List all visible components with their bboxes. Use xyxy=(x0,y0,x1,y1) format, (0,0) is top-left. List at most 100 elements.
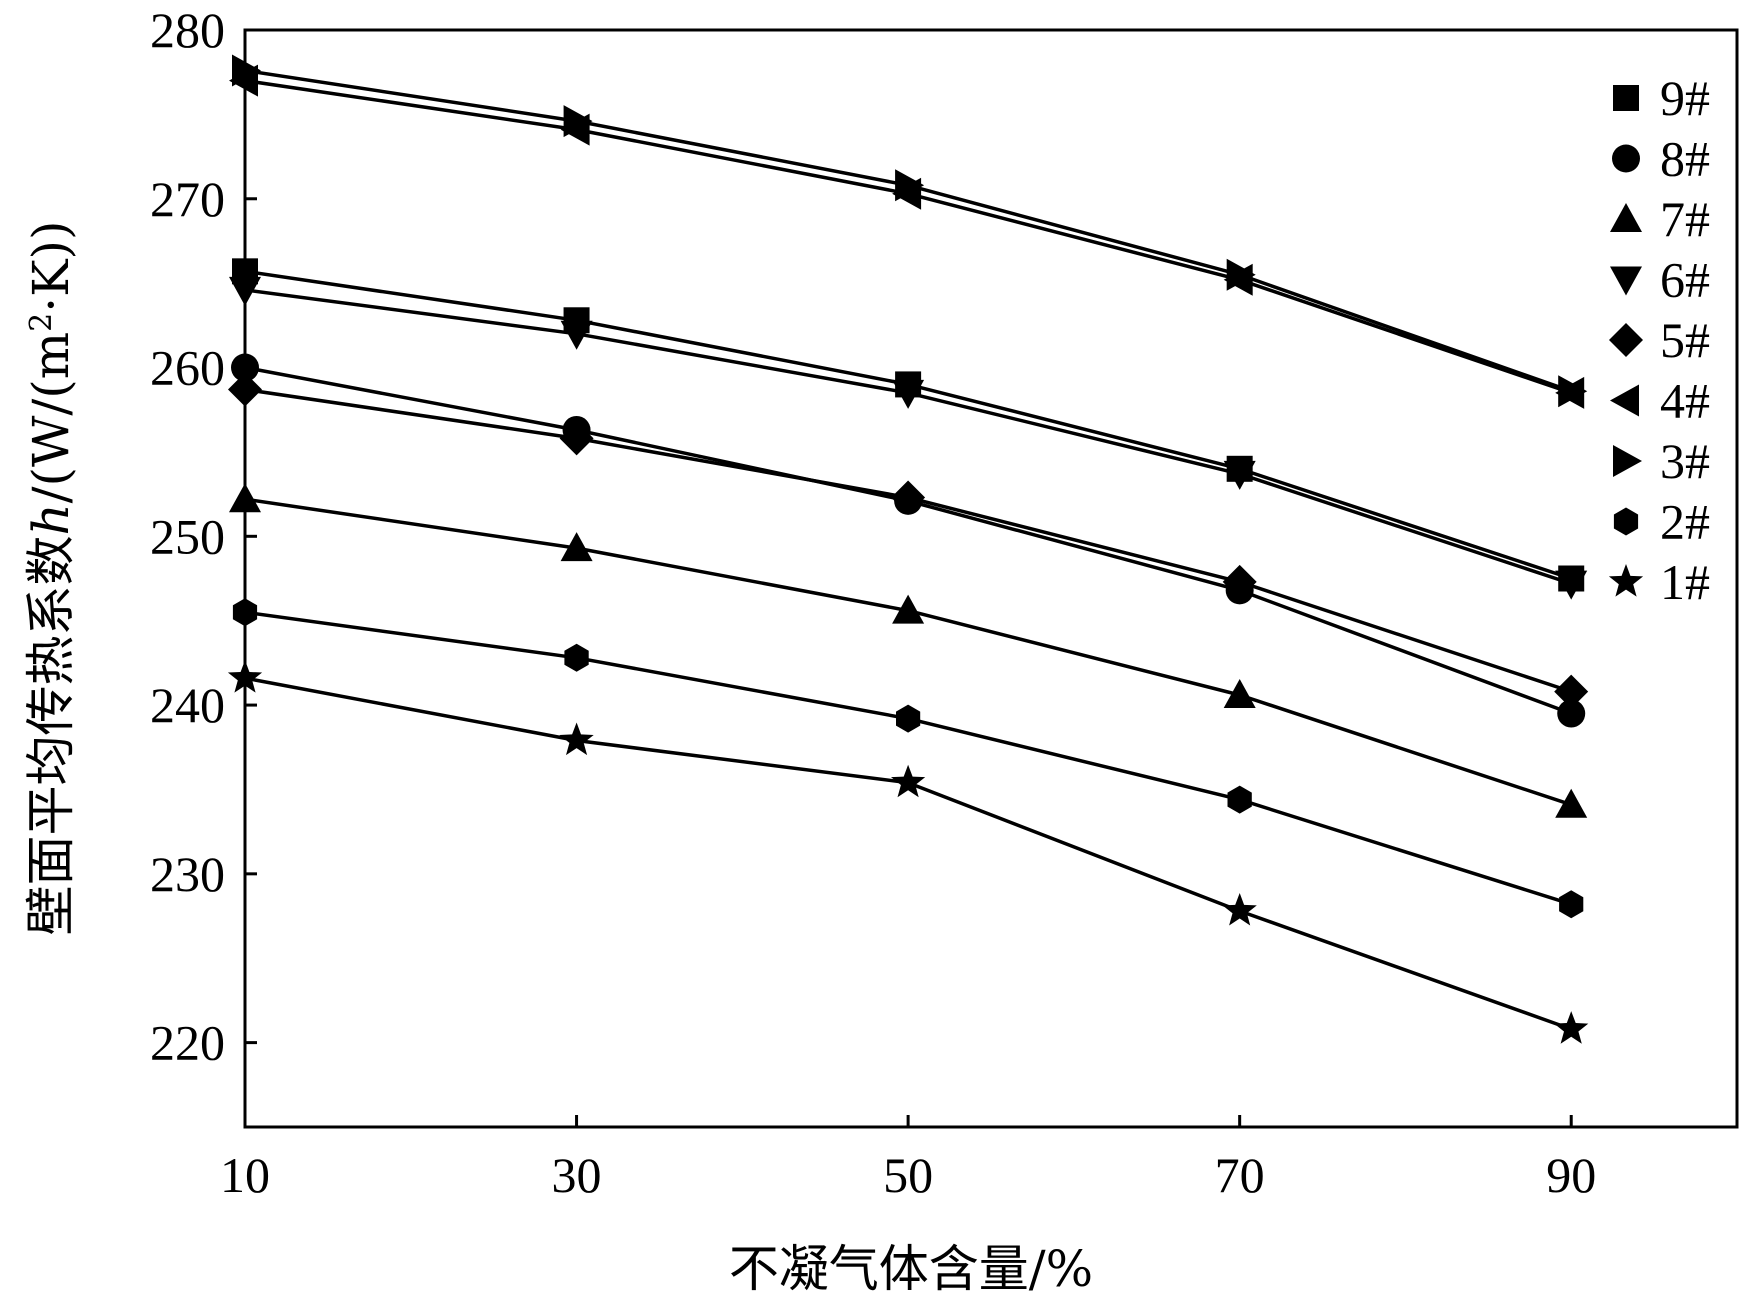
data-point-star xyxy=(1554,1011,1589,1044)
legend-item: 6# xyxy=(1610,252,1710,308)
data-point-circle xyxy=(1557,699,1586,728)
data-point-triangle-down xyxy=(1555,570,1588,600)
data-point-triangle-up xyxy=(229,483,261,513)
series-2 xyxy=(232,598,1584,919)
series-3 xyxy=(232,54,1588,408)
legend-label: 4# xyxy=(1660,373,1710,429)
legend-item: 5# xyxy=(1609,312,1710,368)
data-point-hexagon xyxy=(232,598,258,627)
y-axis-title-unit-end: ·K)) xyxy=(22,220,80,312)
legend-item: 9# xyxy=(1613,70,1710,126)
data-point-hexagon xyxy=(1559,890,1584,919)
data-point-triangle-right xyxy=(563,105,593,138)
legend-marker-diamond xyxy=(1609,323,1643,357)
legend-marker-star xyxy=(1608,564,1644,597)
legend-marker-circle xyxy=(1612,144,1640,173)
legend-marker-triangle-down xyxy=(1610,266,1642,296)
legend-label: 6# xyxy=(1660,252,1710,308)
y-axis-title-unit: /(W/(m xyxy=(22,332,80,504)
legend-label: 3# xyxy=(1660,433,1710,489)
series-line xyxy=(244,78,1572,395)
legend-label: 2# xyxy=(1660,494,1710,550)
y-axis: 220 230 240 250 260 270 280 xyxy=(150,2,257,1071)
x-tick-label: 50 xyxy=(883,1147,933,1203)
x-tick-label: 30 xyxy=(552,1147,602,1203)
y-axis-title-variable: h xyxy=(22,503,80,535)
data-point-hexagon xyxy=(1227,785,1252,814)
data-point-diamond xyxy=(228,372,262,407)
data-point-diamond xyxy=(1222,564,1257,599)
plot-frame xyxy=(243,28,1739,1129)
legend-label: 8# xyxy=(1660,131,1710,187)
series-4 xyxy=(229,64,1585,409)
series-6 xyxy=(229,276,1588,600)
data-point-diamond xyxy=(559,421,594,456)
legend: 9#8#7#6#5#4#3#2#1# xyxy=(1608,70,1710,610)
y-tick-label: 270 xyxy=(150,171,225,227)
legend-label: 7# xyxy=(1660,191,1710,247)
x-axis-title: 不凝气体含量/% xyxy=(729,1240,1093,1298)
data-point-triangle-up xyxy=(1223,679,1256,708)
data-point-triangle-down xyxy=(560,320,593,350)
x-axis: 10 30 50 70 90 xyxy=(220,1115,1596,1203)
data-point-diamond xyxy=(891,480,926,515)
data-point-triangle-down xyxy=(1223,460,1256,490)
data-point-triangle-up xyxy=(560,532,593,562)
legend-item: 7# xyxy=(1610,191,1710,247)
series-5 xyxy=(228,372,1589,709)
data-point-star xyxy=(227,660,263,693)
y-tick-label: 230 xyxy=(150,846,225,902)
x-tick-label: 90 xyxy=(1546,1147,1596,1203)
series-8 xyxy=(231,353,1586,728)
y-tick-label: 220 xyxy=(150,1015,225,1071)
legend-item: 1# xyxy=(1608,554,1710,610)
x-tick-label: 10 xyxy=(220,1147,270,1203)
legend-marker-triangle-left xyxy=(1610,384,1639,417)
data-point-triangle-right xyxy=(1558,375,1588,408)
y-tick-label: 280 xyxy=(150,2,225,58)
legend-marker-square xyxy=(1613,85,1639,111)
x-tick-label: 70 xyxy=(1215,1147,1265,1203)
data-point-star xyxy=(891,764,926,798)
y-tick-label: 250 xyxy=(150,508,225,564)
y-tick-label: 240 xyxy=(150,677,225,733)
series-line xyxy=(244,497,1572,807)
legend-label: 5# xyxy=(1660,312,1710,368)
legend-item: 4# xyxy=(1610,373,1710,429)
y-axis-title-unit-exponent: 2 xyxy=(24,313,59,332)
series-layer xyxy=(227,54,1589,1044)
series-9 xyxy=(232,258,1585,592)
data-point-star xyxy=(559,722,594,756)
data-point-triangle-down xyxy=(892,379,925,409)
y-tick-label: 260 xyxy=(150,340,225,396)
legend-item: 3# xyxy=(1613,433,1710,489)
data-point-hexagon xyxy=(896,704,921,733)
data-point-triangle-up xyxy=(892,594,925,624)
legend-item: 8# xyxy=(1612,131,1710,187)
series-line xyxy=(244,68,1572,393)
legend-label: 1# xyxy=(1660,554,1710,610)
legend-item: 2# xyxy=(1613,494,1710,550)
data-point-triangle-right xyxy=(232,54,261,87)
data-point-hexagon xyxy=(564,643,589,672)
y-axis-title-main: 壁面平均传热系数 xyxy=(22,536,80,936)
legend-marker-hexagon xyxy=(1613,507,1639,536)
series-1 xyxy=(227,660,1589,1044)
legend-marker-triangle-up xyxy=(1610,203,1642,232)
legend-label: 9# xyxy=(1660,70,1710,126)
data-point-star xyxy=(1222,893,1257,926)
data-point-triangle-down xyxy=(229,276,261,306)
data-point-triangle-right xyxy=(1226,258,1256,291)
data-point-triangle-up xyxy=(1555,788,1588,818)
series-line xyxy=(244,387,1572,694)
data-point-circle xyxy=(231,353,259,382)
data-point-diamond xyxy=(1554,674,1589,709)
y-axis-title: 壁面平均传热系数h/(W/(m2·K)) xyxy=(22,220,80,935)
series-line xyxy=(244,610,1572,906)
data-point-triangle-right xyxy=(895,169,925,202)
legend-marker-triangle-right xyxy=(1613,445,1642,477)
series-line xyxy=(244,288,1572,586)
series-7 xyxy=(229,483,1588,818)
